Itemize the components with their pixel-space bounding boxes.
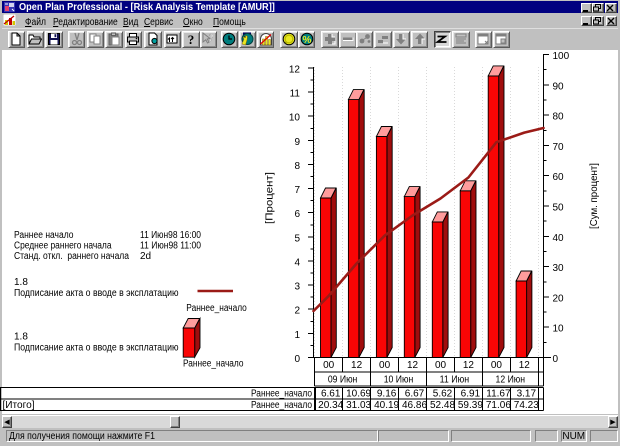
svg-text:70: 70 xyxy=(553,142,565,153)
svg-text:12 Июн: 12 Июн xyxy=(496,375,526,386)
svg-text:0: 0 xyxy=(553,354,559,365)
svg-text:Среднее раннего начала: Среднее раннего начала xyxy=(14,241,112,252)
svg-text:12: 12 xyxy=(519,360,531,371)
svg-text:10: 10 xyxy=(553,324,565,335)
svg-text:Раннее_начало: Раннее_начало xyxy=(186,303,247,314)
svg-text:30: 30 xyxy=(553,263,565,274)
svg-text:5: 5 xyxy=(294,233,300,244)
svg-text:1.8: 1.8 xyxy=(14,332,28,343)
svg-text:00: 00 xyxy=(379,360,391,371)
svg-text:?: ? xyxy=(188,32,195,46)
svg-text:8: 8 xyxy=(294,161,300,172)
svg-text:11: 11 xyxy=(290,89,301,100)
svg-text:31.03: 31.03 xyxy=(346,400,371,411)
svg-text:3.17: 3.17 xyxy=(517,388,537,399)
svg-text:6.67: 6.67 xyxy=(405,388,425,399)
svg-text:9.16: 9.16 xyxy=(377,388,397,399)
svg-text:74.23: 74.23 xyxy=(514,400,539,411)
svg-text:Раннее_начало: Раннее_начало xyxy=(183,359,244,370)
svg-text:60: 60 xyxy=(553,172,565,183)
svg-text:?: ? xyxy=(209,33,214,44)
svg-text:52.48: 52.48 xyxy=(430,400,455,411)
svg-text:80: 80 xyxy=(553,112,565,123)
svg-text:10.69: 10.69 xyxy=(346,388,371,399)
svg-text:[Процент]: [Процент] xyxy=(265,172,276,224)
svg-text:10 Июн: 10 Июн xyxy=(384,375,414,386)
svg-text:2d: 2d xyxy=(140,251,151,262)
svg-text:6.61: 6.61 xyxy=(321,388,341,399)
svg-text:Раннее начало: Раннее начало xyxy=(14,230,74,241)
svg-text:90: 90 xyxy=(553,81,565,92)
svg-text:09 Июн: 09 Июн xyxy=(328,375,358,386)
svg-text:9: 9 xyxy=(294,137,300,148)
svg-text:40: 40 xyxy=(553,233,565,244)
svg-text:5.62: 5.62 xyxy=(433,388,453,399)
svg-text:[Итого]: [Итого] xyxy=(3,400,35,411)
svg-text:[Сум. процент]: [Сум. процент] xyxy=(589,163,600,229)
svg-text:00: 00 xyxy=(491,360,503,371)
svg-text:Станд. откл. раннего начала: Станд. откл. раннего начала xyxy=(14,251,129,262)
svg-text:1: 1 xyxy=(294,330,300,341)
svg-text:50: 50 xyxy=(553,203,565,214)
svg-text:Подписание акта о вводе в эксп: Подписание акта о вводе в эксплатацию xyxy=(14,343,179,354)
svg-text:Раннее_начало: Раннее_начало xyxy=(251,388,312,399)
svg-text:6: 6 xyxy=(294,209,300,220)
svg-text:1.8: 1.8 xyxy=(14,277,28,288)
svg-text:2: 2 xyxy=(294,306,300,317)
svg-text:10: 10 xyxy=(289,113,301,124)
svg-text:71.06: 71.06 xyxy=(486,400,511,411)
svg-text:59.39: 59.39 xyxy=(458,400,483,411)
svg-text:4: 4 xyxy=(294,258,300,269)
svg-text:Раннее_начало: Раннее_начало xyxy=(251,400,312,411)
svg-text:00: 00 xyxy=(323,360,335,371)
svg-text:46.86: 46.86 xyxy=(402,400,427,411)
svg-text:7: 7 xyxy=(294,185,300,196)
svg-text:12: 12 xyxy=(351,360,363,371)
svg-text:Подписание акта о вводе в эксп: Подписание акта о вводе в эксплатацию xyxy=(14,288,179,299)
svg-text:12: 12 xyxy=(407,360,419,371)
svg-text:11 Июн98 11:00: 11 Июн98 11:00 xyxy=(140,241,201,252)
svg-text:12: 12 xyxy=(463,360,475,371)
svg-text:40.19: 40.19 xyxy=(374,400,399,411)
svg-text:20: 20 xyxy=(553,293,565,304)
svg-text:100: 100 xyxy=(553,51,570,62)
svg-text:11 Июн: 11 Июн xyxy=(440,375,470,386)
svg-text:3: 3 xyxy=(294,282,300,293)
svg-text:12: 12 xyxy=(289,64,301,75)
svg-text:20.34: 20.34 xyxy=(318,400,343,411)
svg-text:%: % xyxy=(302,35,311,46)
svg-text:6.91: 6.91 xyxy=(461,388,481,399)
svg-text:11 Июн98 16:00: 11 Июн98 16:00 xyxy=(140,230,201,241)
svg-text:11.67: 11.67 xyxy=(486,388,511,399)
svg-text:00: 00 xyxy=(435,360,447,371)
svg-text:0: 0 xyxy=(294,354,300,365)
